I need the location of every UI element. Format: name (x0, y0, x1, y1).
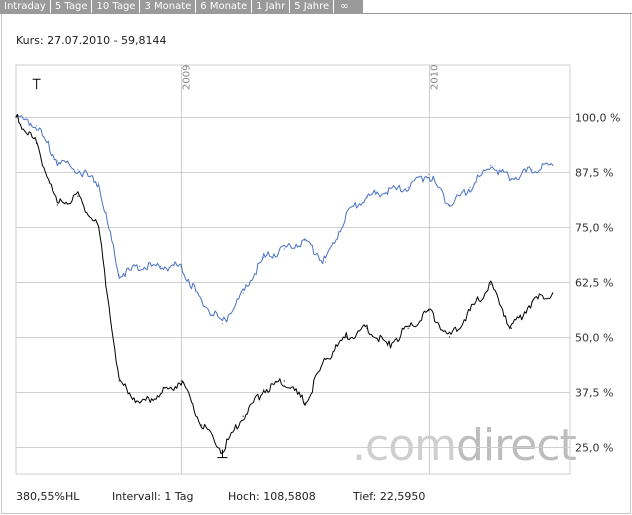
series-point (139, 402, 141, 404)
series-point (139, 266, 141, 268)
plot-area-border (15, 64, 571, 475)
series-point (283, 248, 285, 250)
series-point (552, 292, 554, 294)
performance-readout: 380,55%HL (16, 490, 80, 503)
series-point (428, 310, 430, 312)
series-point (56, 204, 58, 206)
tab-5-tage[interactable]: 5 Tage (50, 0, 93, 13)
series-line-1 (15, 115, 554, 323)
series-point (36, 142, 38, 144)
series-point (325, 358, 327, 360)
tab-intraday[interactable]: Intraday (0, 0, 51, 13)
chart-series (15, 78, 554, 459)
series-point (387, 191, 389, 193)
series-point (510, 178, 512, 180)
series-point (283, 380, 285, 382)
x-year-label: 2010 (430, 65, 441, 90)
series-point (77, 169, 79, 171)
series-point (407, 186, 409, 188)
series-point (366, 195, 368, 197)
series-point (56, 160, 58, 162)
y-tick-label: 37,5 % (575, 387, 613, 400)
series-point (36, 125, 38, 127)
series-point (263, 389, 265, 391)
high-readout: Hoch: 108,5808 (228, 490, 316, 503)
series-point (345, 213, 347, 215)
series-point (366, 327, 368, 329)
x-year-label: 2009 (182, 65, 193, 90)
y-tick-label: 75,0 % (575, 222, 613, 235)
series-point (448, 336, 451, 338)
series-point (98, 182, 100, 184)
series-point (448, 204, 451, 206)
series-point (428, 173, 430, 175)
series-point (531, 301, 533, 303)
tab-6-monate[interactable]: 6 Monate (196, 0, 253, 13)
series-point (159, 266, 162, 268)
y-tick-label: 25,0 % (575, 442, 613, 455)
tab-1-jahr[interactable]: 1 Jahr (252, 0, 291, 13)
series-line-2 (15, 113, 554, 454)
series-point (118, 380, 120, 382)
chart-axis-labels: 25,0 % 37,5 % 50,0 % 62,5 % 75,0 % 87,5 % 100,… (182, 65, 621, 455)
series-point (263, 257, 265, 259)
comdirect-watermark-logo: .comdirect (352, 420, 577, 471)
series-point (242, 292, 244, 294)
series-point (552, 164, 554, 166)
series-point (98, 226, 100, 228)
series-point (180, 266, 182, 268)
y-tick-label: 50,0 % (575, 332, 613, 345)
chart-frame (1, 14, 631, 514)
series-point (531, 169, 533, 171)
series-point (242, 415, 244, 417)
series-point (15, 116, 17, 118)
series-point (469, 310, 471, 312)
tab-5-jahre[interactable]: 5 Jahre (290, 0, 335, 13)
tab-10-tage[interactable]: 10 Tage (92, 0, 141, 13)
low-readout: Tief: 22,5950 (353, 490, 426, 503)
tab-bar-underline (0, 13, 632, 14)
series-point (345, 336, 347, 338)
series-point (325, 261, 327, 263)
y-tick-label: 100,0 % (575, 112, 620, 125)
series-point (118, 274, 120, 276)
series-point (304, 239, 306, 241)
series-point (407, 327, 409, 329)
series-point (469, 186, 471, 188)
series-point (77, 195, 79, 197)
series-point (387, 345, 389, 347)
series-point (221, 323, 223, 325)
tab-3-monate[interactable]: 3 Monate (140, 0, 197, 13)
period-tab-bar: Intraday 5 Tage 10 Tage 3 Monate 6 Monat… (0, 0, 364, 14)
series-point (510, 327, 512, 329)
series-point (201, 424, 203, 426)
series-point (490, 164, 492, 166)
price-label: Kurs: 27.07.2010 - 59,8144 (16, 34, 167, 47)
series-point (490, 283, 492, 285)
y-tick-label: 62,5 % (575, 277, 613, 290)
chart-grid (15, 64, 571, 475)
tab-max[interactable]: ∞ (334, 0, 364, 13)
series-point (180, 380, 182, 382)
series-point (201, 301, 203, 303)
y-tick-label: 87,5 % (575, 167, 613, 180)
interval-readout: Intervall: 1 Tag (112, 490, 194, 503)
series-point (159, 393, 162, 395)
series-point (304, 402, 306, 404)
